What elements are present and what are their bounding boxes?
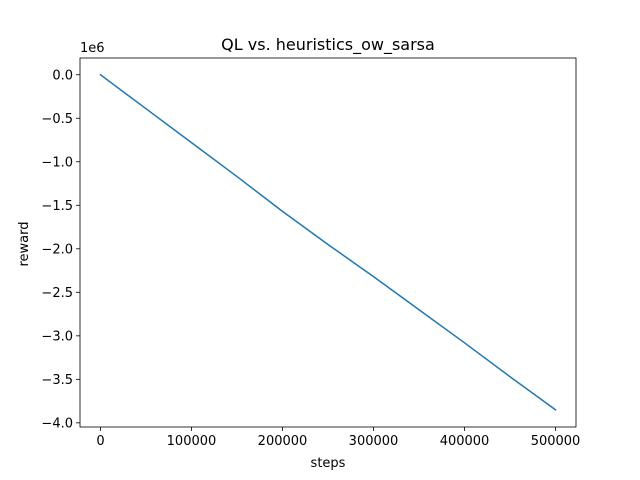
chart-title: QL vs. heuristics_ow_sarsa <box>221 35 435 55</box>
y-tick-label: −2.0 <box>41 242 73 257</box>
y-tick-label: 0.0 <box>52 68 73 83</box>
x-tick-label: 200000 <box>258 434 308 449</box>
y-tick-label: −4.0 <box>41 416 73 431</box>
x-tick-label: 300000 <box>349 434 399 449</box>
y-axis-label: reward <box>17 221 32 266</box>
plot-area: 0 100000 200000 300000 400000 500000 0.0 −0.5 −1… <box>41 57 581 449</box>
y-tick-label: −3.0 <box>41 329 73 344</box>
y-tick-label: −3.5 <box>41 373 73 388</box>
x-tick-label: 500000 <box>531 434 581 449</box>
y-axis-offset-label: 1e6 <box>80 41 105 56</box>
axes-frame <box>79 57 577 428</box>
y-tick-label: −1.5 <box>41 199 73 214</box>
x-tick-label: 100000 <box>167 434 217 449</box>
y-tick-label: −2.5 <box>41 286 73 301</box>
series-line-0 <box>99 73 557 411</box>
x-tick-label: 400000 <box>440 434 490 449</box>
y-tick-label: −1.0 <box>41 155 73 170</box>
x-tick-label: 0 <box>96 434 104 449</box>
y-tick-label: −0.5 <box>41 112 73 127</box>
x-axis-label: steps <box>311 456 346 471</box>
